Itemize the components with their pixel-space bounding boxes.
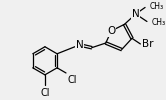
Text: CH₃: CH₃ (152, 18, 166, 27)
Text: CH₃: CH₃ (150, 2, 164, 11)
Text: O: O (107, 26, 116, 36)
Text: Cl: Cl (68, 75, 77, 85)
Text: Cl: Cl (40, 88, 50, 98)
Text: N: N (132, 9, 140, 19)
Text: N: N (76, 40, 83, 50)
Text: Br: Br (142, 39, 154, 49)
